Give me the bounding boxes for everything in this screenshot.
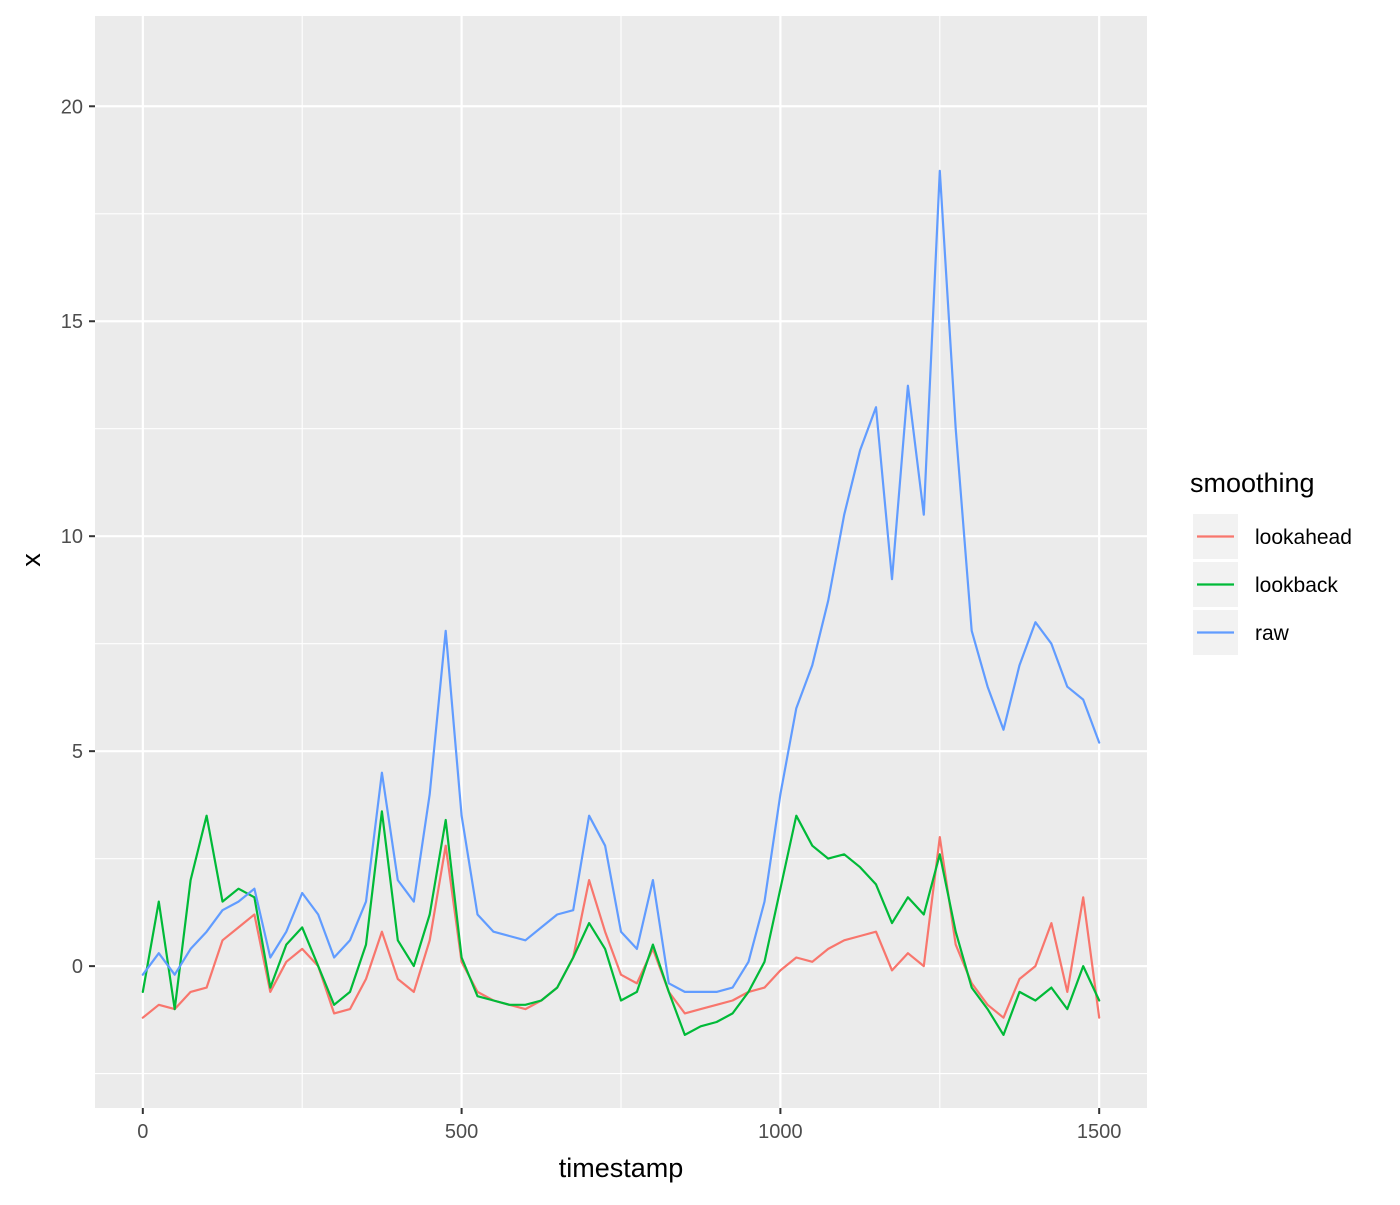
- legend: smoothing lookahead lookback raw: [1190, 468, 1352, 655]
- y-axis-title: x: [16, 553, 46, 567]
- x-tick-label: 0: [137, 1121, 148, 1143]
- x-axis: 0 500 1000 1500: [137, 1108, 1121, 1143]
- series-line-raw: [141, 169, 1101, 994]
- legend-title: smoothing: [1190, 468, 1315, 498]
- y-tick-label: 0: [72, 956, 83, 978]
- x-tick-label: 500: [445, 1121, 478, 1143]
- series-line-lookahead: [141, 835, 1101, 1019]
- y-tick-label: 10: [61, 526, 83, 548]
- legend-label: lookahead: [1255, 526, 1352, 549]
- series-line-lookback: [141, 810, 1101, 1037]
- legend-label: lookback: [1255, 574, 1338, 597]
- series-lines: [141, 169, 1101, 1037]
- legend-label: raw: [1255, 622, 1290, 645]
- major-gridlines: [95, 16, 1147, 1108]
- x-axis-title: timestamp: [559, 1153, 684, 1183]
- y-tick-label: 5: [72, 741, 83, 763]
- x-tick-label: 1000: [758, 1121, 803, 1143]
- y-tick-label: 20: [61, 96, 83, 118]
- y-axis: 0 5 10 15 20: [61, 96, 95, 978]
- x-tick-label: 1500: [1077, 1121, 1122, 1143]
- y-tick-label: 15: [61, 311, 83, 333]
- minor-gridlines: [95, 16, 1147, 1108]
